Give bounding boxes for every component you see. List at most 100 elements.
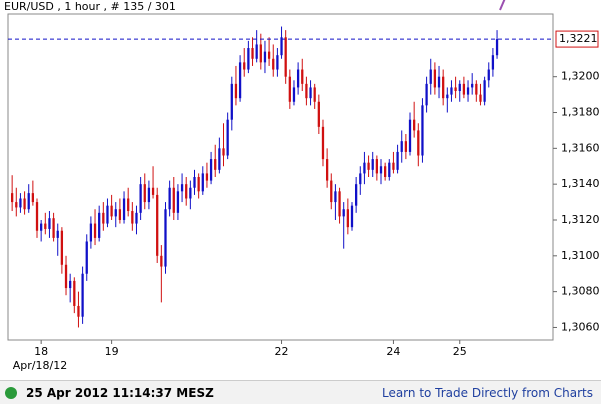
candle-body <box>284 37 287 77</box>
candle-body <box>139 184 142 213</box>
candle-body <box>114 209 117 217</box>
candle-body <box>147 187 151 203</box>
x-tick-label: 18 <box>34 345 48 358</box>
y-tick-label: 1,3140 <box>561 177 600 190</box>
candle-body <box>201 173 204 192</box>
candle-body <box>458 83 461 92</box>
candle-body <box>259 44 262 63</box>
candle-body <box>122 198 126 220</box>
candle-body <box>131 211 134 224</box>
candle-body <box>52 218 55 238</box>
y-tick-label: 1,3160 <box>561 141 600 154</box>
candle-body <box>367 162 370 170</box>
candle-body <box>209 159 213 181</box>
candle-body <box>396 151 399 170</box>
x-tick-label: 22 <box>275 345 289 358</box>
candle-body <box>483 80 486 102</box>
plot-frame <box>7 13 554 341</box>
candle-body <box>350 205 354 228</box>
candle-body <box>135 212 138 224</box>
candle-body <box>31 193 35 203</box>
candle-body <box>172 187 175 213</box>
candle-body <box>118 209 122 220</box>
candle-body <box>454 87 457 92</box>
candle-body <box>392 162 395 170</box>
candle-body <box>180 184 184 192</box>
candle-body <box>40 223 43 231</box>
candle-body <box>110 205 113 217</box>
candle-body <box>346 209 349 228</box>
candle-body <box>19 198 22 208</box>
candle-body <box>27 193 30 210</box>
candle-body <box>263 51 267 63</box>
candle-body <box>89 223 93 242</box>
candle-body <box>450 87 453 95</box>
candle-body <box>205 173 209 181</box>
candle-body <box>77 305 80 317</box>
candle-body <box>334 191 337 203</box>
candle-body <box>230 83 233 120</box>
candle-body <box>151 187 155 195</box>
candle-body <box>330 180 333 203</box>
candle-body <box>475 83 478 95</box>
candle-body <box>413 119 416 131</box>
candle-body <box>321 126 325 160</box>
y-tick-label: 1,3180 <box>561 106 600 119</box>
candle-body <box>168 187 171 210</box>
candle-body <box>375 159 378 174</box>
candle-body <box>234 83 238 99</box>
candle-body <box>296 69 300 88</box>
candle-body <box>404 141 408 152</box>
candle-body <box>218 148 221 170</box>
candle-body <box>421 105 424 156</box>
candle-body <box>487 69 490 81</box>
candle-body <box>471 83 474 88</box>
y-tick-label: 1,3100 <box>561 249 600 262</box>
candle-body <box>127 198 130 212</box>
candle-body <box>164 209 167 267</box>
candle-body <box>442 76 445 99</box>
candle-body <box>495 39 499 56</box>
y-tick-label: 1,3120 <box>561 213 600 226</box>
promo-link[interactable]: Learn to Trade Directly from Charts <box>381 386 593 400</box>
candle-body <box>35 202 39 231</box>
candle-body <box>243 62 246 70</box>
candle-body <box>433 69 437 88</box>
candle-body <box>143 184 146 203</box>
chart: EUR/USD , 1 hour , # 135 / 301 Apr/18/12… <box>4 0 600 372</box>
candle-body <box>98 212 101 238</box>
last-price-box <box>555 30 599 48</box>
status-bar: 25 Apr 2012 11:14:37 MESZ Learn to Trade… <box>0 380 601 404</box>
candle-body <box>276 55 279 70</box>
chart-title: EUR/USD , 1 hour , # 135 / 301 <box>4 0 176 13</box>
candle-body <box>466 87 470 95</box>
candle-body <box>197 177 200 192</box>
candle-body <box>189 187 192 199</box>
candle-body <box>325 159 329 181</box>
candle-body <box>491 55 495 70</box>
candle-body <box>226 119 229 156</box>
candle-body <box>56 230 59 238</box>
candle-body <box>156 194 159 256</box>
candle-body <box>417 130 420 156</box>
candle-body <box>342 209 345 217</box>
candle-body <box>272 58 275 70</box>
candle-body <box>400 141 403 152</box>
x-start-date: Apr/18/12 <box>13 359 67 372</box>
candle-body <box>408 119 412 152</box>
candle-body <box>85 241 88 274</box>
candle-body <box>338 191 341 217</box>
candle-body <box>176 191 180 213</box>
candle-body <box>222 148 225 156</box>
candle-body <box>48 218 51 229</box>
candle-body <box>437 76 441 88</box>
candle-body <box>425 83 428 106</box>
candle-body <box>81 273 84 317</box>
candle-body <box>267 51 271 59</box>
last-price-label: 1,3221 <box>559 32 598 45</box>
candle-body <box>388 162 391 177</box>
candle-body <box>429 69 432 84</box>
candle-body <box>255 44 258 59</box>
candle-body <box>44 223 47 229</box>
